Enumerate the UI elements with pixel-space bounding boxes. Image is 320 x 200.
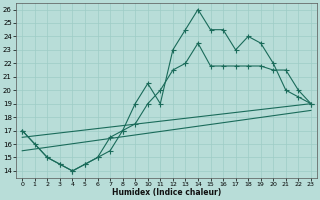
X-axis label: Humidex (Indice chaleur): Humidex (Indice chaleur) [112,188,221,197]
